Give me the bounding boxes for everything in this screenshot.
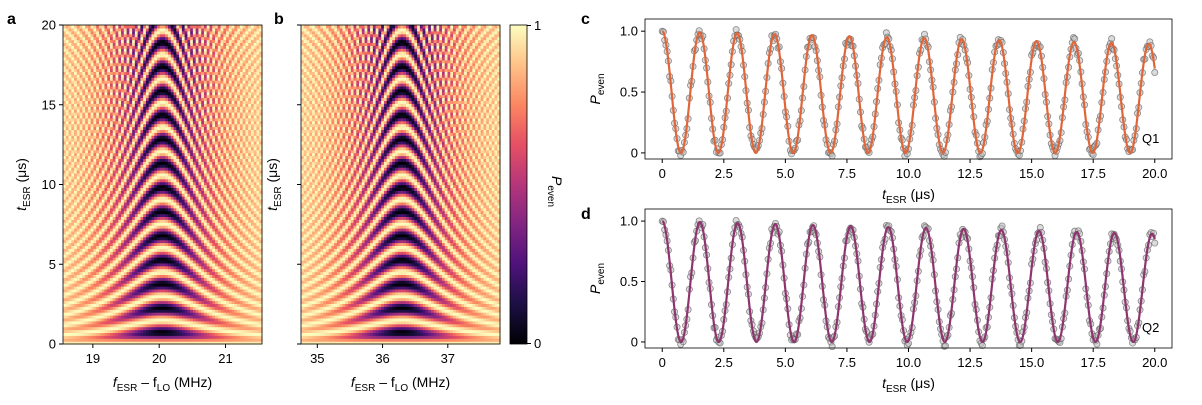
panel-letter-b: b	[274, 11, 284, 28]
panel-letter-c: c	[581, 11, 590, 28]
panel-letter-a: a	[7, 11, 16, 28]
panel-letter-d: d	[581, 206, 591, 223]
heatmap-a	[63, 25, 263, 345]
